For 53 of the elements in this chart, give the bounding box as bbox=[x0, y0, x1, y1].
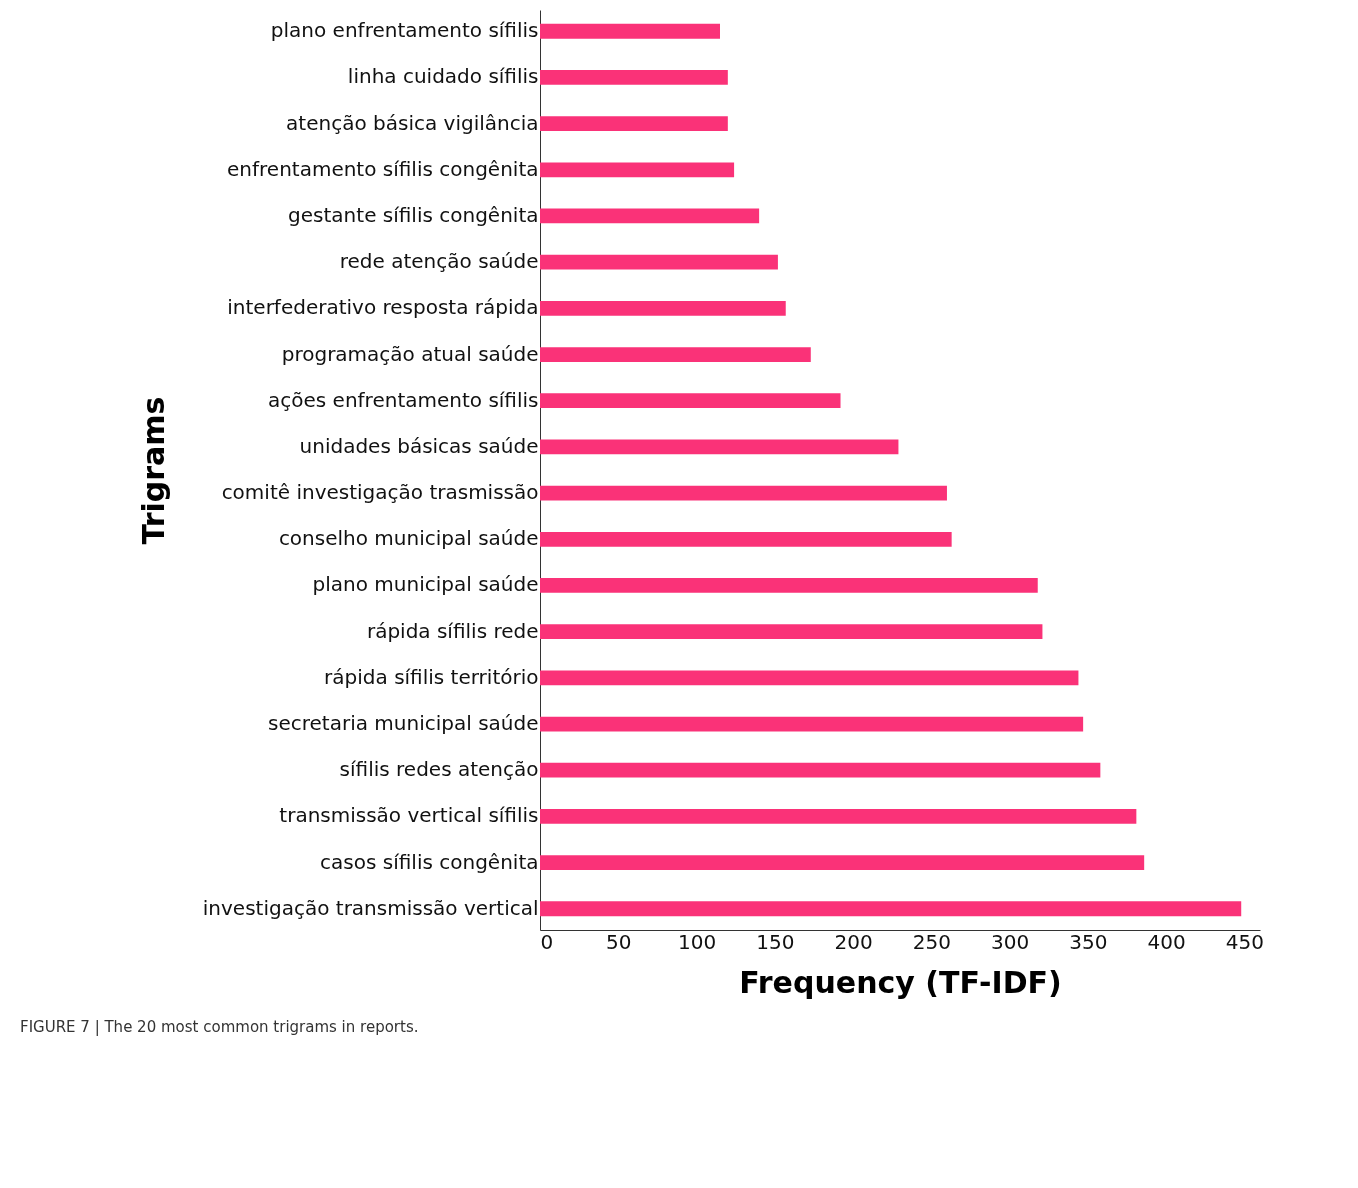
y-tick-label: enfrentamento sífilis congênita bbox=[227, 156, 539, 181]
bar bbox=[540, 670, 1079, 686]
y-tick-label: conselho municipal saúde bbox=[278, 526, 539, 551]
x-tick-label: 250 bbox=[912, 929, 951, 954]
x-tick-label: 0 bbox=[540, 929, 554, 954]
y-tick-label: casos sífilis congênita bbox=[320, 849, 539, 874]
bar bbox=[540, 716, 1084, 732]
y-axis-title: Trigrams bbox=[135, 396, 171, 545]
bar bbox=[540, 624, 1043, 640]
y-tick-label: atenção básica vigilância bbox=[286, 110, 539, 135]
x-tick-label: 100 bbox=[677, 929, 717, 954]
bar bbox=[540, 762, 1101, 778]
bar bbox=[540, 254, 778, 270]
y-tick-label: linha cuidado sífilis bbox=[347, 64, 539, 89]
bar bbox=[540, 70, 728, 85]
bar bbox=[540, 162, 735, 178]
bar bbox=[540, 208, 760, 224]
bar bbox=[540, 116, 728, 131]
bar bbox=[540, 809, 1137, 824]
y-tick-label: unidades básicas saúde bbox=[299, 433, 539, 458]
y-tick-label: investigação transmissão vertical bbox=[202, 895, 539, 920]
bar bbox=[540, 347, 811, 362]
y-tick-label: rápida sífilis rede bbox=[366, 618, 539, 643]
bar bbox=[540, 300, 786, 316]
y-tick-label: rede atenção saúde bbox=[339, 249, 539, 274]
y-tick-label: gestante sífilis congênita bbox=[288, 202, 539, 227]
x-tick-label: 200 bbox=[834, 929, 873, 954]
y-tick-label: plano municipal saúde bbox=[312, 572, 539, 597]
y-tick-label: ações enfrentamento sífilis bbox=[268, 387, 539, 412]
y-tick-label: interfederativo resposta rápida bbox=[227, 295, 539, 320]
x-tick-label: 150 bbox=[756, 929, 795, 954]
bar bbox=[540, 439, 899, 455]
bar bbox=[540, 531, 952, 547]
y-tick-label: plano enfrentamento sífilis bbox=[270, 18, 539, 43]
x-axis-title: Frequency (TF-IDF) bbox=[739, 964, 1062, 1000]
x-tick-label: 400 bbox=[1147, 929, 1186, 954]
y-tick-label: transmissão vertical sífilis bbox=[279, 803, 539, 828]
bar bbox=[540, 578, 1038, 593]
x-tick-label: 50 bbox=[606, 929, 632, 954]
bar bbox=[540, 901, 1242, 917]
y-tick-label: comitê investigação trasmissão bbox=[221, 480, 539, 505]
bar bbox=[540, 855, 1145, 870]
x-tick-label: 450 bbox=[1225, 929, 1264, 954]
y-tick-label: sífilis redes atenção bbox=[339, 757, 539, 782]
x-tick-label: 350 bbox=[1069, 929, 1108, 954]
x-tick-label: 300 bbox=[990, 929, 1030, 954]
y-tick-label: secretaria municipal saúde bbox=[268, 711, 539, 736]
caption: FIGURE 7 | The 20 most common trigrams in reports. bbox=[20, 1018, 419, 1036]
y-tick-label: programação atual saúde bbox=[281, 341, 539, 366]
bar bbox=[540, 485, 947, 501]
bar bbox=[540, 393, 841, 409]
y-tick-label: rápida sífilis território bbox=[324, 664, 539, 689]
bar bbox=[540, 23, 720, 39]
